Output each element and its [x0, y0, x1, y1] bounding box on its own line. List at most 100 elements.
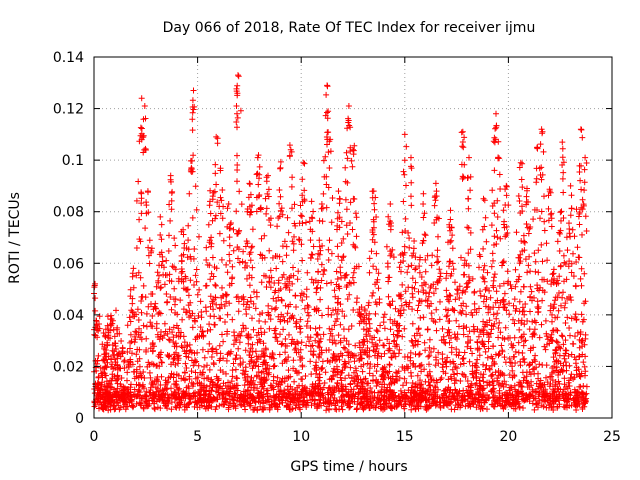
data-point [457, 361, 464, 368]
data-point [230, 341, 237, 348]
data-point [163, 257, 170, 264]
data-point [524, 269, 531, 276]
data-point [532, 395, 539, 402]
data-point [547, 211, 554, 218]
data-point [92, 307, 99, 314]
data-point [370, 224, 377, 231]
data-point [356, 389, 363, 396]
data-point [130, 403, 137, 410]
data-point [145, 359, 152, 366]
data-point [422, 256, 429, 263]
data-point [404, 269, 411, 276]
data-point [147, 392, 154, 399]
data-point [240, 322, 246, 329]
data-point [488, 222, 495, 229]
data-point [213, 373, 220, 380]
data-point [230, 360, 237, 367]
data-point [420, 201, 427, 207]
data-point [334, 380, 341, 387]
data-point [476, 264, 482, 271]
data-point [582, 213, 589, 220]
data-point [202, 405, 209, 412]
data-point [329, 391, 336, 398]
data-point [210, 306, 217, 313]
data-point [536, 361, 543, 368]
data-point [250, 362, 257, 369]
data-point [173, 349, 179, 356]
data-point [494, 297, 501, 304]
data-point [292, 222, 299, 229]
data-point [207, 198, 213, 205]
data-point [130, 284, 137, 291]
data-point [406, 398, 413, 405]
data-point [495, 155, 501, 162]
data-point [428, 376, 435, 383]
data-point [316, 380, 323, 387]
data-point [318, 261, 325, 268]
data-point [527, 283, 534, 290]
data-point [575, 254, 582, 261]
data-point [571, 386, 578, 393]
data-point [381, 350, 388, 357]
data-point [178, 343, 185, 349]
data-point [138, 195, 145, 202]
data-point [380, 366, 387, 373]
data-point [213, 301, 220, 308]
data-point [424, 372, 431, 379]
data-point [281, 238, 288, 245]
data-point [282, 336, 289, 342]
data-point [192, 272, 199, 279]
data-point [367, 398, 374, 405]
data-point [315, 339, 322, 346]
data-point [197, 396, 204, 402]
data-point [345, 115, 352, 122]
data-point [158, 221, 165, 228]
data-point [172, 242, 179, 249]
data-point [331, 322, 338, 329]
data-point [364, 360, 371, 367]
data-point [458, 129, 465, 136]
data-point [565, 395, 572, 402]
data-point [378, 388, 385, 395]
data-point [481, 278, 488, 285]
data-point [228, 378, 235, 385]
data-point [361, 338, 368, 345]
data-point [519, 369, 526, 376]
data-point [411, 397, 418, 404]
data-point [460, 355, 467, 362]
data-point [198, 332, 205, 339]
data-point [539, 362, 546, 368]
data-point [494, 377, 501, 384]
data-point [198, 309, 205, 315]
data-point [347, 403, 354, 410]
data-point [328, 376, 335, 383]
data-point [474, 326, 481, 333]
y-axis-label: ROTI / TECUs [7, 192, 23, 284]
data-point [212, 212, 219, 219]
data-point [539, 297, 546, 304]
data-point [339, 352, 346, 359]
data-point [305, 312, 312, 319]
data-point [522, 301, 529, 307]
data-point [161, 332, 168, 339]
data-point [117, 353, 124, 360]
data-point [379, 366, 386, 373]
data-point [266, 325, 273, 332]
data-point [366, 370, 373, 377]
data-point [539, 258, 546, 265]
data-point [454, 291, 461, 297]
data-point [291, 346, 298, 353]
data-point [137, 382, 143, 389]
data-point [95, 373, 102, 380]
data-point [409, 339, 416, 345]
data-point [274, 403, 281, 410]
data-point [462, 373, 469, 380]
data-point [537, 215, 543, 222]
data-point [176, 385, 183, 392]
data-point [180, 231, 187, 238]
data-point [497, 382, 504, 389]
data-point [483, 362, 490, 369]
data-point [425, 293, 432, 300]
data-point [411, 238, 418, 244]
data-point [212, 281, 219, 288]
